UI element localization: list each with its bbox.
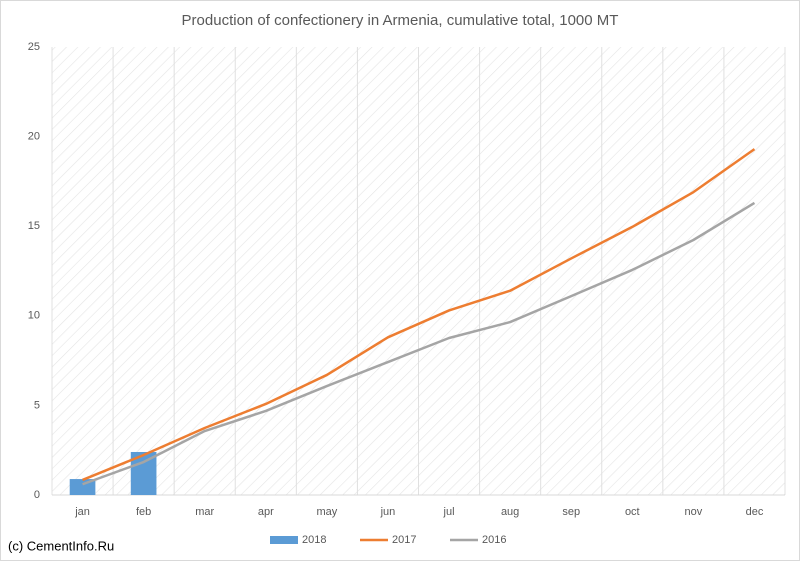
y-tick-label: 10 — [28, 310, 40, 322]
legend-label: 2017 — [392, 534, 416, 546]
y-tick-label: 20 — [28, 131, 40, 143]
y-tick-label: 5 — [34, 399, 40, 411]
legend-label: 2016 — [482, 534, 506, 546]
x-tick-label: nov — [685, 506, 703, 518]
y-tick-label: 25 — [28, 41, 40, 53]
x-tick-label: aug — [501, 506, 519, 518]
y-tick-label: 15 — [28, 220, 40, 232]
x-tick-label: mar — [195, 506, 214, 518]
legend-label: 2018 — [302, 534, 326, 546]
x-tick-label: sep — [562, 506, 580, 518]
legend-swatch — [270, 536, 298, 544]
x-tick-label: feb — [136, 506, 151, 518]
x-tick-label: jun — [380, 506, 396, 518]
x-tick-label: jul — [443, 506, 455, 518]
source: (c) CementInfo.Ru — [8, 538, 114, 553]
x-tick-label: jan — [74, 506, 90, 518]
x-tick-label: dec — [746, 506, 764, 518]
chart-title: Production of confectionery in Armenia, … — [182, 12, 619, 29]
line — [82, 201, 756, 486]
x-tick-label: may — [316, 506, 337, 518]
line — [82, 148, 756, 482]
x-tick-label: oct — [625, 506, 640, 518]
y-tick-label: 0 — [34, 489, 40, 501]
x-tick-label: apr — [258, 506, 274, 518]
